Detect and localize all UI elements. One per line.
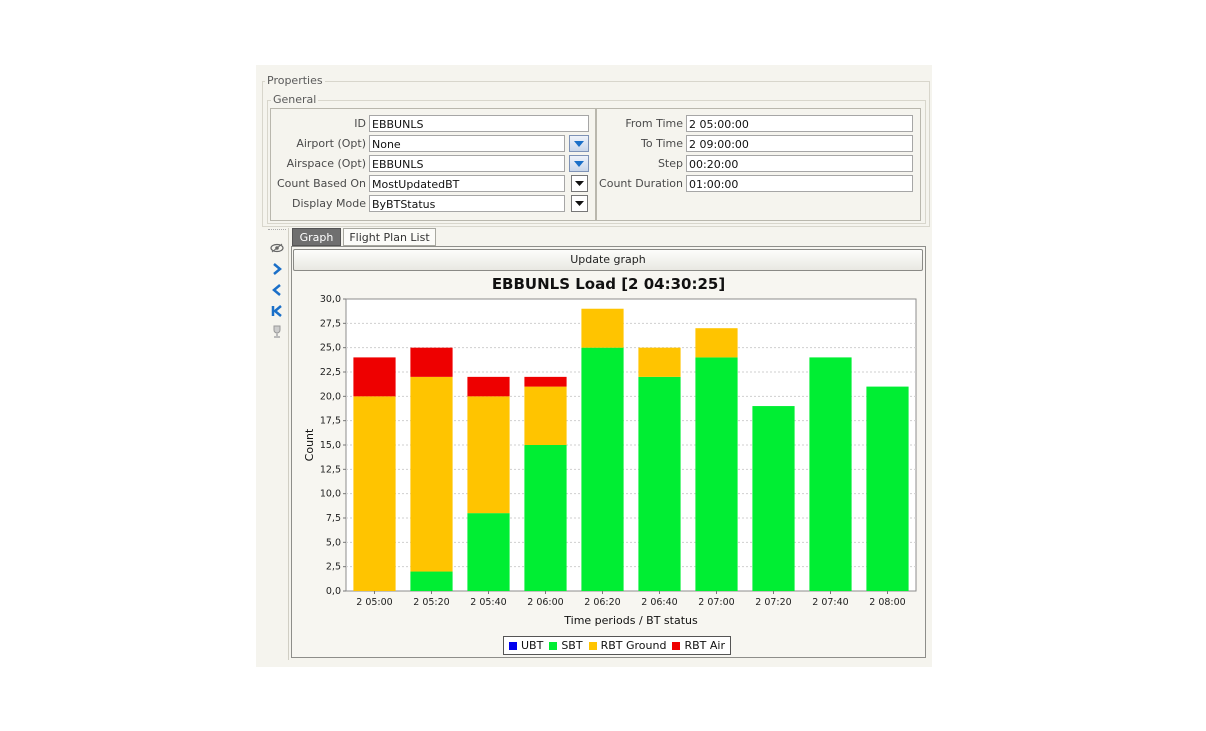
- step-label: Step: [657, 157, 683, 170]
- airport-opt-field[interactable]: None: [369, 135, 565, 152]
- chevron-down-icon: [575, 181, 584, 186]
- legend-label: UBT: [521, 639, 544, 652]
- chevron-down-icon: [574, 160, 584, 167]
- legend-swatch: [672, 641, 681, 650]
- from-time-field[interactable]: 2 05:00:00: [686, 115, 913, 132]
- airport-opt-label: Airport (Opt): [296, 137, 366, 150]
- legend-label: SBT: [561, 639, 583, 652]
- legend-item: UBT: [509, 639, 543, 652]
- splitter-grip[interactable]: [268, 229, 286, 234]
- update-graph-button[interactable]: Update graph: [293, 249, 923, 271]
- tab-graph[interactable]: Graph: [292, 228, 341, 246]
- display-mode-dropdown-button[interactable]: [571, 195, 588, 212]
- legend-label: RBT Ground: [600, 639, 667, 652]
- chevron-down-icon: [574, 140, 584, 147]
- trophy-icon[interactable]: [270, 325, 284, 339]
- properties-fieldset: [262, 81, 930, 227]
- chart-title: EBBUNLS Load [2 04:30:25]: [491, 275, 726, 293]
- airspace-opt-field[interactable]: EBBUNLS: [369, 155, 565, 172]
- chevron-left-icon[interactable]: [270, 283, 284, 297]
- display-mode-field[interactable]: ByBTStatus: [369, 195, 565, 212]
- chevron-right-icon[interactable]: [270, 262, 284, 276]
- step-field[interactable]: 00:20:00: [686, 155, 913, 172]
- count-based-on-label: Count Based On: [276, 177, 366, 190]
- properties-title: Properties: [265, 74, 325, 87]
- general-fieldset: [267, 100, 926, 224]
- legend-swatch: [588, 641, 597, 650]
- legend-label: RBT Air: [684, 639, 725, 652]
- display-mode-label: Display Mode: [291, 197, 366, 210]
- from-time-label: From Time: [625, 117, 683, 130]
- count-duration-field[interactable]: 01:00:00: [686, 175, 913, 192]
- side-divider: [288, 228, 289, 660]
- general-title: General: [271, 93, 319, 106]
- skip-first-icon[interactable]: [270, 304, 284, 318]
- tab-flight-plan-list[interactable]: Flight Plan List: [343, 228, 436, 246]
- legend-item: RBT Ground: [588, 639, 667, 652]
- count-based-on-field[interactable]: MostUpdatedBT: [369, 175, 565, 192]
- count-duration-label: Count Duration: [599, 177, 683, 190]
- count-based-on-dropdown-button[interactable]: [571, 175, 588, 192]
- chevron-down-icon: [575, 201, 584, 206]
- legend-swatch: [509, 641, 517, 650]
- legend-item: SBT: [549, 639, 583, 652]
- to-time-field[interactable]: 2 09:00:00: [686, 135, 913, 152]
- id-field[interactable]: EBBUNLS: [369, 115, 589, 132]
- chart-legend: UBT SBT RBT Ground RBT Air: [503, 636, 731, 655]
- id-label: ID: [354, 117, 366, 130]
- legend-swatch: [549, 641, 558, 650]
- to-time-label: To Time: [641, 137, 683, 150]
- legend-item: RBT Air: [672, 639, 725, 652]
- airport-opt-dropdown-button[interactable]: [569, 135, 589, 152]
- airspace-opt-dropdown-button[interactable]: [569, 155, 589, 172]
- graph-panel: [291, 246, 926, 658]
- eye-icon[interactable]: [270, 241, 284, 255]
- airspace-opt-label: Airspace (Opt): [286, 157, 366, 170]
